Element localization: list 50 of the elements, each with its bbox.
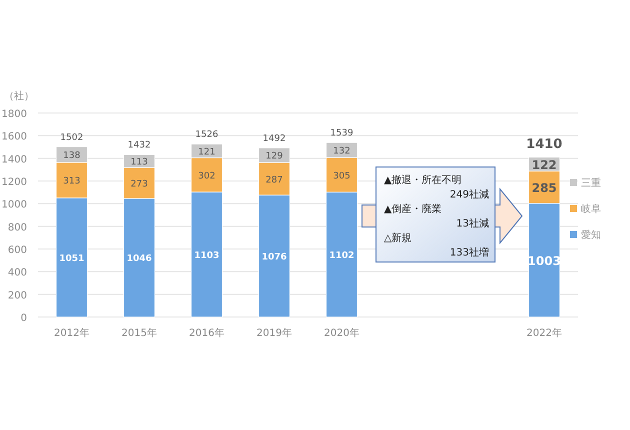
y-tick-label: 600 bbox=[8, 245, 27, 256]
x-tick-label: 2012年 bbox=[54, 327, 90, 339]
data-label: 1076 bbox=[262, 252, 287, 263]
x-tick-label: 2015年 bbox=[122, 327, 157, 339]
legend-label: 岐阜 bbox=[581, 203, 601, 215]
data-label: 1046 bbox=[126, 254, 152, 264]
data-label: 287 bbox=[266, 175, 283, 186]
y-tick-label: 1000 bbox=[2, 200, 27, 211]
x-tick-label: 2019年 bbox=[256, 327, 292, 339]
legend-label: 三重 bbox=[581, 177, 601, 189]
x-tick-label: 2022年 bbox=[526, 327, 562, 339]
data-label: 1103 bbox=[194, 250, 220, 261]
total-label: 1539 bbox=[330, 128, 354, 139]
y-tick-label: 800 bbox=[8, 222, 27, 234]
total-label: 1526 bbox=[195, 130, 218, 140]
x-tick-label: 2016年 bbox=[189, 327, 224, 339]
legend-label: 愛知 bbox=[581, 229, 601, 241]
data-label: 122 bbox=[532, 158, 557, 172]
y-tick-label: 1200 bbox=[2, 177, 27, 188]
annotation: 13社減 bbox=[456, 218, 489, 230]
annotation: ▲撤退・所在不明 bbox=[384, 174, 462, 186]
total-label: 1492 bbox=[262, 134, 286, 144]
y-tick-label: 1600 bbox=[2, 132, 27, 143]
data-label: 285 bbox=[532, 181, 557, 196]
y-tick-label: 200 bbox=[8, 290, 27, 302]
annotation: △新規 bbox=[384, 232, 412, 244]
annotation: ▲倒産・廃業 bbox=[384, 203, 442, 215]
data-label: 113 bbox=[130, 158, 148, 168]
x-tick-label: 2020年 bbox=[324, 327, 360, 339]
y-tick-label: 1400 bbox=[2, 154, 27, 166]
annotation: 133社増 bbox=[450, 246, 489, 258]
data-label: 302 bbox=[198, 171, 216, 182]
total-label: 1502 bbox=[60, 132, 84, 143]
y-tick-label: 1800 bbox=[2, 109, 27, 120]
data-label: 132 bbox=[333, 146, 350, 157]
y-axis-title: （社） bbox=[4, 90, 34, 102]
total-label: 1410 bbox=[526, 137, 562, 152]
data-label: 305 bbox=[333, 171, 350, 182]
total-label: 1432 bbox=[128, 140, 151, 151]
data-label: 138 bbox=[63, 151, 81, 162]
data-label: 313 bbox=[63, 176, 80, 187]
data-label: 273 bbox=[130, 179, 148, 190]
data-label: 1102 bbox=[329, 251, 354, 262]
y-tick-label: 400 bbox=[8, 268, 27, 279]
data-label: 121 bbox=[198, 147, 216, 158]
data-label: 1003 bbox=[528, 254, 561, 268]
data-label: 129 bbox=[266, 152, 284, 162]
y-tick-label: 0 bbox=[20, 313, 27, 324]
annotation: 249社減 bbox=[450, 188, 489, 200]
data-label: 1051 bbox=[59, 254, 84, 264]
